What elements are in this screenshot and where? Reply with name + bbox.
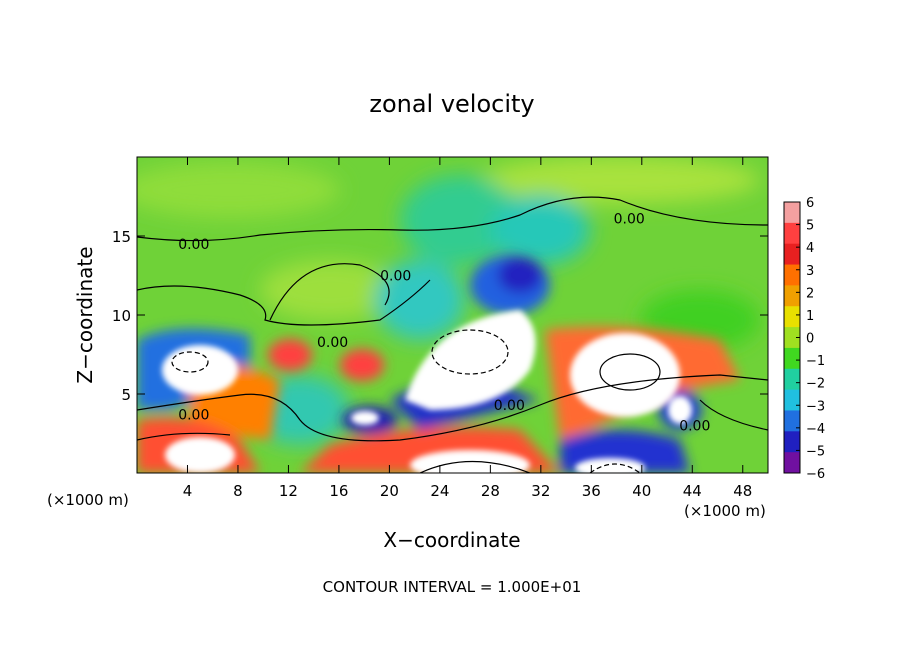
colorbar-label-8: −2	[806, 377, 825, 392]
y-tick-label-2: 15	[112, 228, 131, 246]
colorbar-swatch-10	[784, 410, 800, 432]
contour-label-5: 0.00	[614, 212, 645, 228]
colorbar-label-9: −3	[806, 399, 825, 414]
colorbar-label-4: 2	[806, 286, 814, 301]
colorbar-label-0: 6	[806, 196, 814, 211]
colorbar-swatch-0	[784, 202, 800, 224]
colorbar-swatch-3	[784, 264, 800, 286]
x-tick-label-11: 48	[733, 482, 752, 500]
y-tick-label-0: 5	[121, 386, 131, 404]
colorbar-swatch-12	[784, 452, 800, 474]
colorbar-label-2: 4	[806, 241, 814, 256]
colorbar-swatch-1	[784, 222, 800, 245]
x-tick-label-10: 44	[683, 482, 702, 500]
x-tick-label-3: 16	[329, 482, 348, 500]
contour-labels: 0.00 0.00 0.00 0.00 0.00 0.00 0.00	[178, 212, 710, 435]
colorbar-swatch-4	[784, 285, 800, 307]
y-tick-label-1: 10	[112, 307, 131, 325]
colorbar-label-3: 3	[806, 264, 814, 279]
colorbar-swatch-6	[784, 327, 800, 349]
x-tick-label-9: 40	[632, 482, 651, 500]
colorbar-label-7: −1	[806, 354, 825, 369]
x-tick-label-8: 36	[582, 482, 601, 500]
colorbar-label-1: 5	[806, 219, 814, 234]
contour-lines	[137, 196, 768, 473]
contour-label-3: 0.00	[178, 408, 209, 424]
colorbar-swatch-7	[784, 347, 800, 370]
contour-label-4: 0.00	[494, 398, 525, 414]
x-axis-unit-right: (×1000 m)	[684, 502, 766, 520]
y-axis-label: Z−coordinate	[73, 246, 97, 383]
colorbar-label-11: −5	[806, 444, 825, 459]
colorbar-swatch-11	[784, 431, 800, 453]
colorbar-swatch-9	[784, 389, 800, 411]
x-tick-label-5: 24	[430, 482, 449, 500]
colorbar: 6 5 4 3 2 1 0 −1 −2 −3 −4 −5 −6	[783, 196, 825, 482]
contour-label-2: 0.00	[317, 335, 348, 351]
x-tick-label-1: 8	[233, 482, 243, 500]
colorbar-label-12: −6	[806, 467, 825, 482]
colorbar-label-10: −4	[806, 422, 825, 437]
colorbar-swatch-8	[784, 368, 800, 391]
x-tick-label-0: 4	[183, 482, 193, 500]
x-axis-unit-left: (×1000 m)	[47, 491, 129, 509]
colorbar-label-5: 1	[806, 309, 814, 324]
x-tick-label-2: 12	[279, 482, 298, 500]
contour-label-0: 0.00	[178, 237, 209, 253]
y-axis: 5 10 15	[112, 228, 768, 404]
colorbar-label-6: 0	[806, 332, 814, 347]
colorbar-swatch-5	[784, 306, 800, 328]
chart-title: zonal velocity	[369, 90, 534, 118]
x-tick-label-7: 32	[531, 482, 550, 500]
x-tick-label-4: 20	[380, 482, 399, 500]
colorbar-swatch-2	[784, 243, 800, 266]
x-axis: 4 8 12 16 20 24 28 32 36 40 44 48	[183, 157, 752, 500]
contour-label-1: 0.00	[380, 269, 411, 285]
contour-label-6: 0.00	[679, 419, 710, 435]
x-axis-label: X−coordinate	[383, 528, 520, 552]
heatmap-field	[137, 157, 768, 473]
contour-interval-note: CONTOUR INTERVAL = 1.000E+01	[323, 578, 582, 596]
x-tick-label-6: 28	[481, 482, 500, 500]
